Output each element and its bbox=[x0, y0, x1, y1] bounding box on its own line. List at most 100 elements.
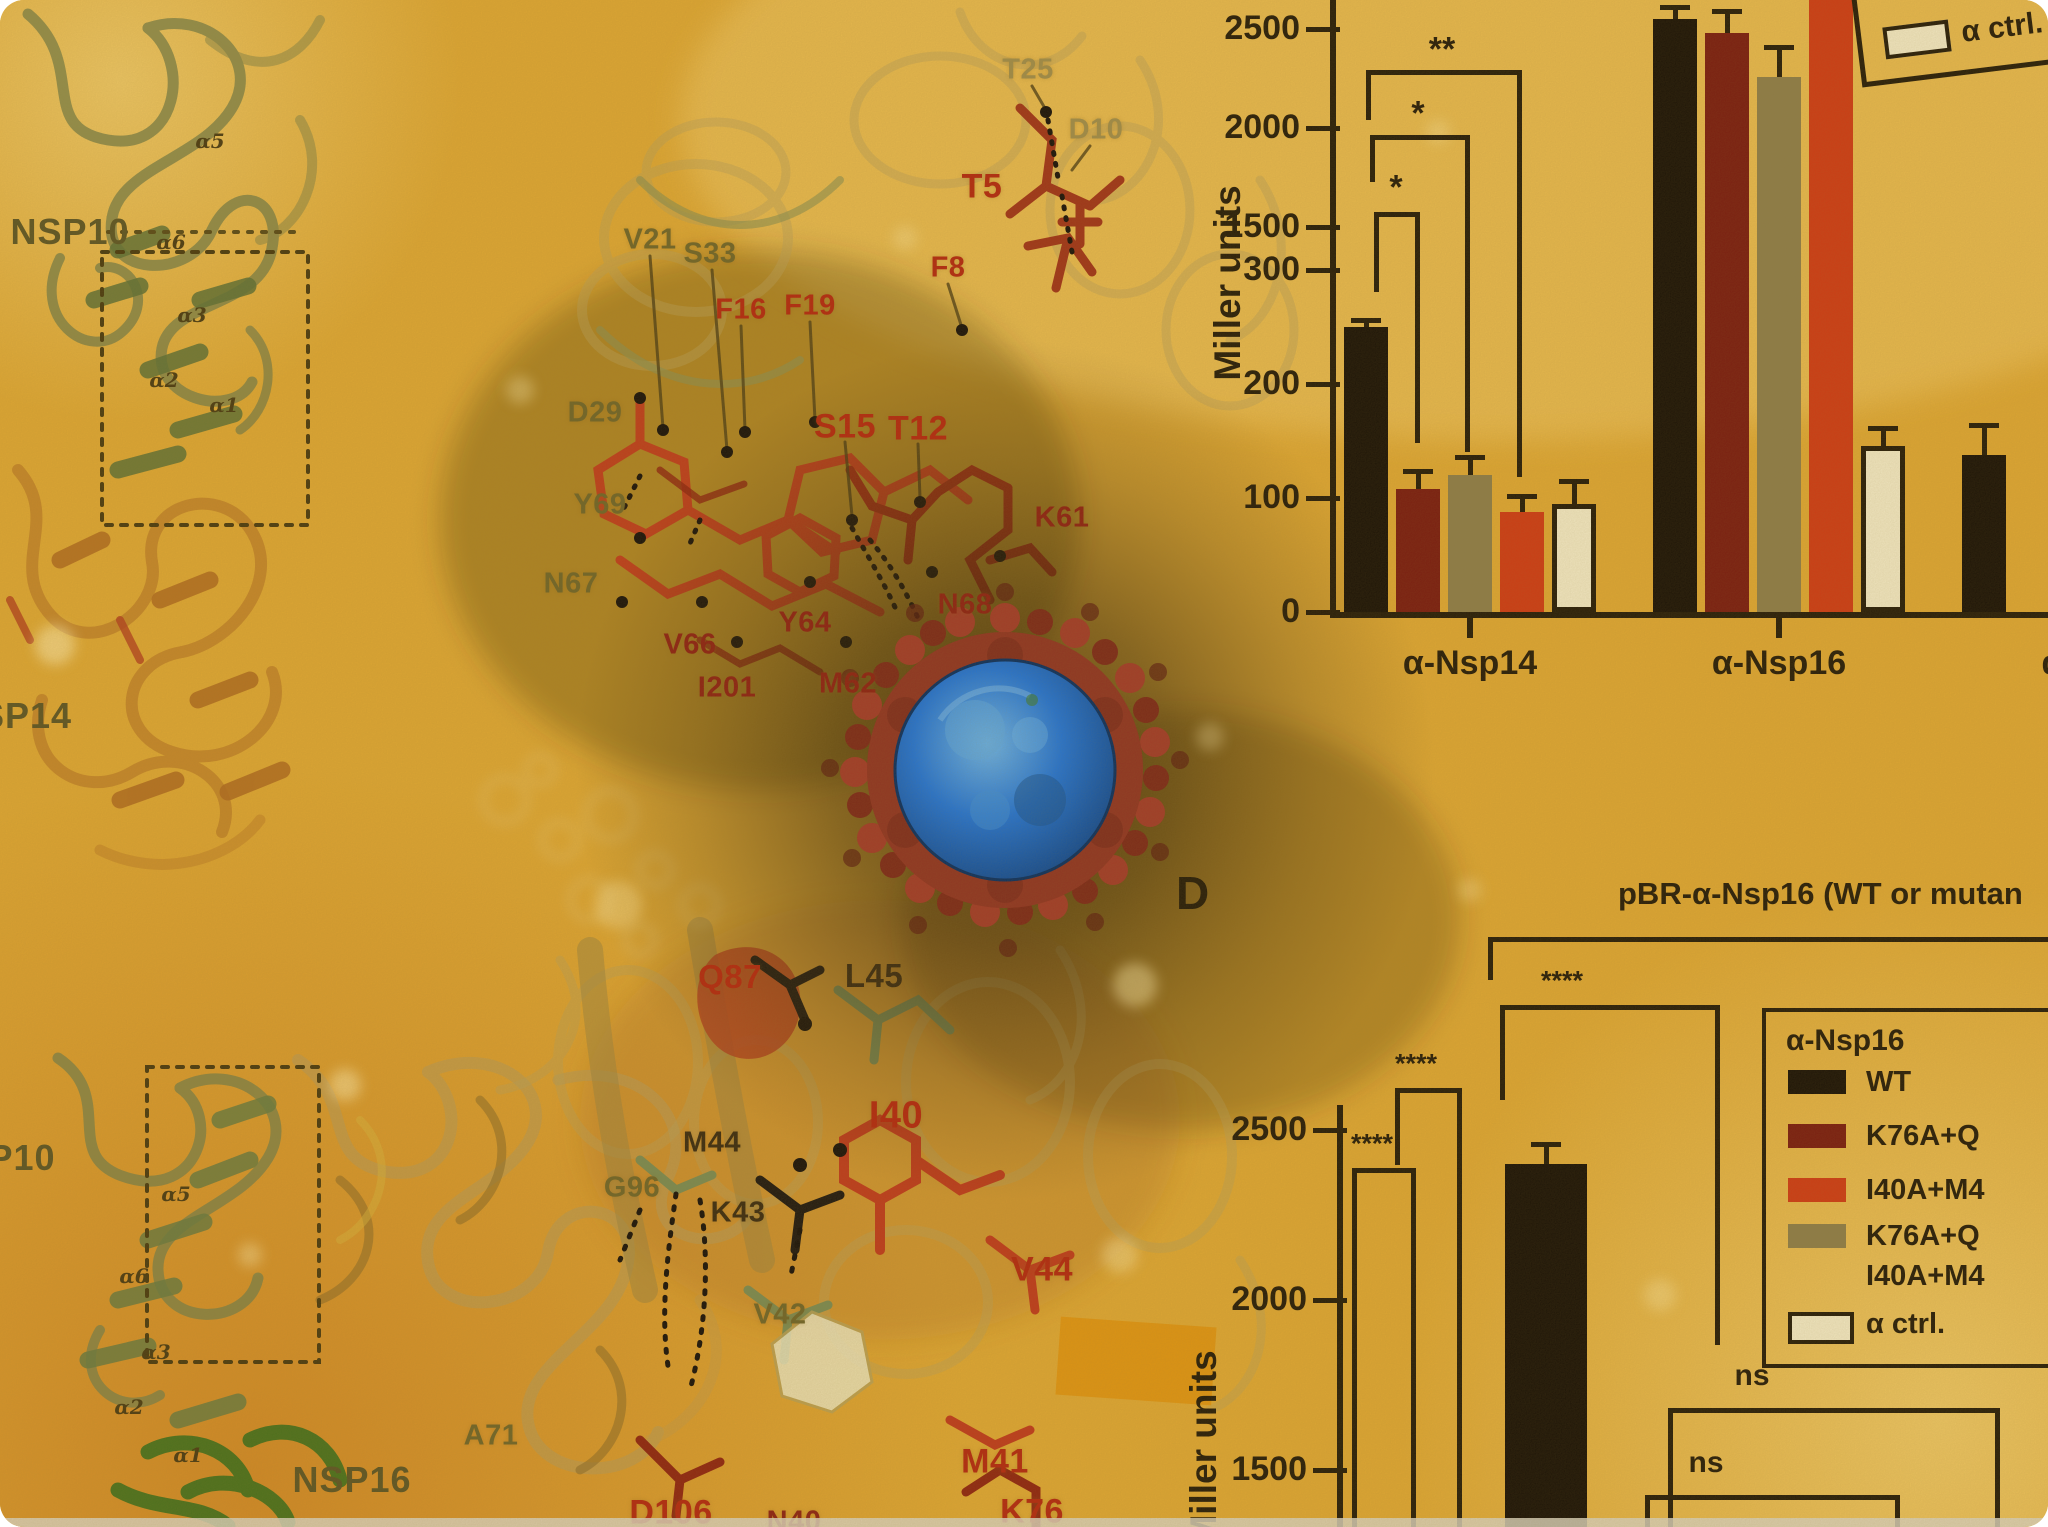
helix-label: α1 bbox=[209, 393, 239, 417]
residue-label: T5 bbox=[961, 167, 1003, 206]
bracket-stem bbox=[1488, 942, 1493, 980]
bracket-stem bbox=[1668, 1413, 1673, 1527]
legend-entry-label: K76A+Q bbox=[1866, 1220, 1980, 1252]
chart-bar bbox=[1861, 445, 1905, 612]
x-category-label: α bbox=[2042, 644, 2048, 683]
error-bar bbox=[1981, 425, 1987, 455]
residue-label: N68 bbox=[937, 588, 993, 621]
residue-label: M62 bbox=[819, 667, 877, 700]
y-tick-label: 0 bbox=[1281, 592, 1300, 630]
significance-bracket bbox=[1370, 135, 1470, 452]
significance-bracket bbox=[1488, 937, 2048, 980]
residue-label: L45 bbox=[844, 957, 904, 994]
panel-c-y-axis bbox=[1330, 0, 1336, 618]
panel-d-legend-header: α-Nsp16 bbox=[1786, 1024, 1905, 1057]
significance-label: **** bbox=[1540, 965, 1584, 996]
error-bar-cap bbox=[1403, 468, 1433, 474]
y-tick bbox=[1313, 1298, 1347, 1303]
residue-label: T25 bbox=[1002, 53, 1054, 86]
error-bar-cap bbox=[1969, 423, 1999, 429]
panel-d-legend-box: α-Nsp16 WT K76A+Q I40A+M4 K76A+Q I40A+M4 α ct… bbox=[1762, 1008, 2048, 1368]
helix-label: α2 bbox=[149, 368, 179, 392]
black-swatch bbox=[1788, 1070, 1846, 1094]
figure-bottom-edge bbox=[0, 1518, 2048, 1527]
error-bar-cap bbox=[1455, 454, 1485, 460]
y-tick-label: 300 bbox=[1243, 250, 1300, 288]
y-tick-label: 2000 bbox=[1224, 108, 1300, 146]
panel-c-legend-label: α ctrl. bbox=[1959, 6, 2045, 49]
y-tick bbox=[1306, 496, 1340, 501]
bracket-stem bbox=[1715, 1010, 1720, 1345]
significance-label: **** bbox=[1394, 1048, 1438, 1079]
error-bar-cap bbox=[1507, 493, 1537, 499]
residue-label: S15 bbox=[814, 407, 876, 446]
y-tick bbox=[1306, 225, 1340, 230]
residue-label: F8 bbox=[930, 251, 966, 284]
significance-bracket bbox=[1500, 1005, 1720, 1345]
bracket-stem bbox=[1465, 140, 1470, 452]
y-tick-label: 1500 bbox=[1224, 207, 1300, 245]
y-tick-label: 1500 bbox=[1231, 1450, 1307, 1488]
bracket-stem bbox=[1500, 1010, 1505, 1100]
helix-label: α6 bbox=[156, 230, 186, 254]
bracket-stem bbox=[1352, 1173, 1357, 1527]
residue-label: K61 bbox=[1034, 501, 1090, 534]
significance-bracket bbox=[1352, 1168, 1416, 1527]
significance-label: * bbox=[1389, 168, 1403, 207]
residue-label: D10 bbox=[1068, 113, 1124, 146]
chart-bar bbox=[1396, 488, 1440, 612]
residue-label: Y69 bbox=[573, 488, 627, 521]
chart-bar bbox=[1500, 511, 1544, 612]
error-bar bbox=[1724, 11, 1730, 33]
panel-c-legend-box: α ctrl. bbox=[1849, 0, 2048, 88]
residue-label: M44 bbox=[683, 1126, 741, 1159]
significance-bracket bbox=[1645, 1495, 1900, 1527]
bracket-stem bbox=[1995, 1413, 2000, 1527]
y-tick-label: 2500 bbox=[1231, 1110, 1307, 1148]
bracket-stem bbox=[1457, 1093, 1462, 1527]
residue-label: I40 bbox=[868, 1094, 924, 1137]
helix-label: α6 bbox=[119, 1264, 149, 1288]
chart-bar bbox=[1653, 19, 1697, 612]
error-bar-cap bbox=[1660, 5, 1690, 11]
chart-bar bbox=[1809, 0, 1853, 612]
significance-label: ** bbox=[1428, 30, 1456, 69]
panel-c-x-axis bbox=[1330, 612, 2048, 618]
legend-entry-label: K76A+Q bbox=[1866, 1120, 1980, 1152]
protein-label: NSP16 bbox=[292, 1459, 412, 1500]
dark_red-swatch bbox=[1788, 1124, 1846, 1148]
y-tick-label: 200 bbox=[1243, 364, 1300, 402]
legend-entry-label: α ctrl. bbox=[1866, 1308, 1946, 1340]
chart-bar bbox=[1962, 454, 2006, 612]
residue-label: M41 bbox=[961, 1442, 1029, 1481]
residue-label: V21 bbox=[623, 223, 677, 256]
bracket-stem bbox=[1374, 217, 1379, 292]
protein-label: NSP10 bbox=[10, 211, 130, 252]
bracket-stem bbox=[1395, 1093, 1400, 1165]
residue-label: D29 bbox=[567, 396, 623, 429]
y-tick bbox=[1306, 382, 1340, 387]
error-bar-cap bbox=[1868, 426, 1898, 432]
error-bar bbox=[1543, 1143, 1549, 1164]
helix-label: α3 bbox=[177, 303, 207, 327]
significance-bracket bbox=[1395, 1088, 1462, 1527]
residue-label: F19 bbox=[784, 289, 836, 322]
helix-label: α2 bbox=[114, 1395, 144, 1419]
chart-bar bbox=[1552, 503, 1596, 612]
protein-label: P10 bbox=[0, 1137, 56, 1178]
helix-label: α5 bbox=[195, 129, 225, 153]
y-tick bbox=[1306, 126, 1340, 131]
white-swatch bbox=[1788, 1312, 1854, 1344]
chart-bar bbox=[1344, 327, 1388, 612]
error-bar-cap bbox=[1712, 9, 1742, 15]
legend-entry-label: WT bbox=[1866, 1066, 1912, 1098]
error-bar-cap bbox=[1351, 318, 1381, 324]
legend-entry-label2: I40A+M4 bbox=[1866, 1260, 1985, 1292]
x-category-label: α-Nsp14 bbox=[1402, 644, 1538, 682]
chart-bar bbox=[1757, 76, 1801, 612]
protein-label: SP14 bbox=[0, 695, 73, 736]
residue-label: F16 bbox=[715, 293, 767, 326]
x-tick bbox=[1467, 618, 1473, 638]
y-tick bbox=[1306, 268, 1340, 273]
chart-bar bbox=[1705, 32, 1749, 612]
